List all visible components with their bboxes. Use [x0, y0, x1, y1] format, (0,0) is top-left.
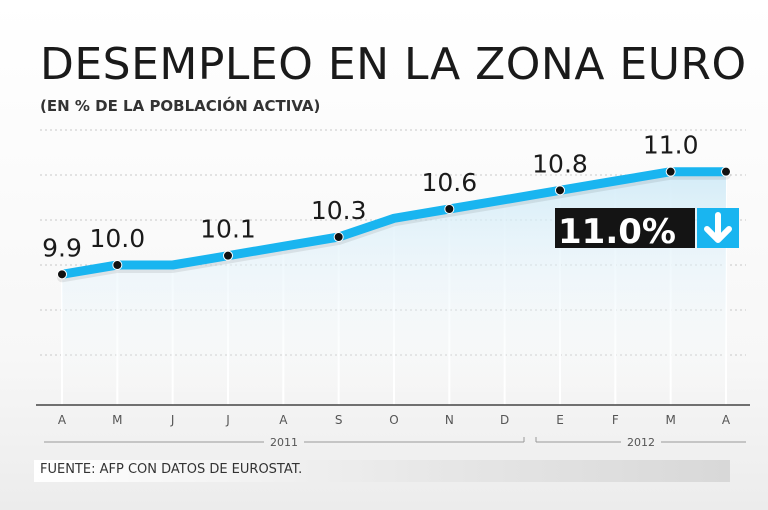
data-point — [57, 269, 67, 280]
badge-background — [555, 208, 695, 248]
current-value-badge: 11.0% — [555, 208, 739, 252]
x-tick-label: D — [500, 413, 509, 427]
data-point — [665, 166, 676, 177]
x-tick-label: E — [556, 413, 564, 427]
series-line — [57, 167, 731, 279]
badge-value: 11.0% — [558, 212, 676, 252]
data-label: 10.8 — [532, 149, 588, 178]
data-point — [721, 166, 731, 177]
year-bracket: 2011 — [44, 436, 525, 449]
area-fill — [62, 171, 726, 405]
data-point — [112, 260, 123, 270]
x-tick-label: M — [112, 413, 122, 427]
year-label: 2012 — [627, 436, 655, 449]
down-arrow-icon — [704, 212, 732, 243]
x-tick-label: M — [665, 413, 675, 427]
data-point — [444, 204, 455, 214]
x-tick-label: O — [389, 413, 398, 427]
data-label: 11.0 — [643, 131, 699, 160]
data-label: 10.1 — [200, 215, 256, 244]
data-label: 10.3 — [311, 196, 367, 225]
source-bar — [34, 460, 730, 482]
year-label: 2011 — [270, 436, 298, 449]
x-tick-label: N — [445, 413, 454, 427]
data-label: 10.6 — [421, 168, 477, 197]
data-point — [223, 250, 233, 261]
x-tick-label: A — [722, 413, 731, 427]
x-tick-label: J — [170, 413, 175, 427]
data-label: 10.0 — [89, 224, 145, 253]
x-tick-label: F — [612, 413, 619, 427]
data-point — [555, 185, 565, 196]
x-tick-label: A — [279, 413, 288, 427]
x-tick-label: S — [335, 413, 343, 427]
data-label: 9.9 — [42, 233, 82, 262]
chart-title: DESEMPLEO EN LA ZONA EURO — [40, 39, 747, 90]
x-tick-label: A — [58, 413, 67, 427]
year-bracket: 2012 — [535, 436, 746, 449]
x-tick-label: J — [225, 413, 230, 427]
source-note: FUENTE: AFP CON DATOS DE EUROSTAT. — [40, 462, 303, 477]
chart-subtitle: (EN % DE LA POBLACIÓN ACTIVA) — [40, 97, 321, 115]
data-point — [333, 232, 344, 242]
